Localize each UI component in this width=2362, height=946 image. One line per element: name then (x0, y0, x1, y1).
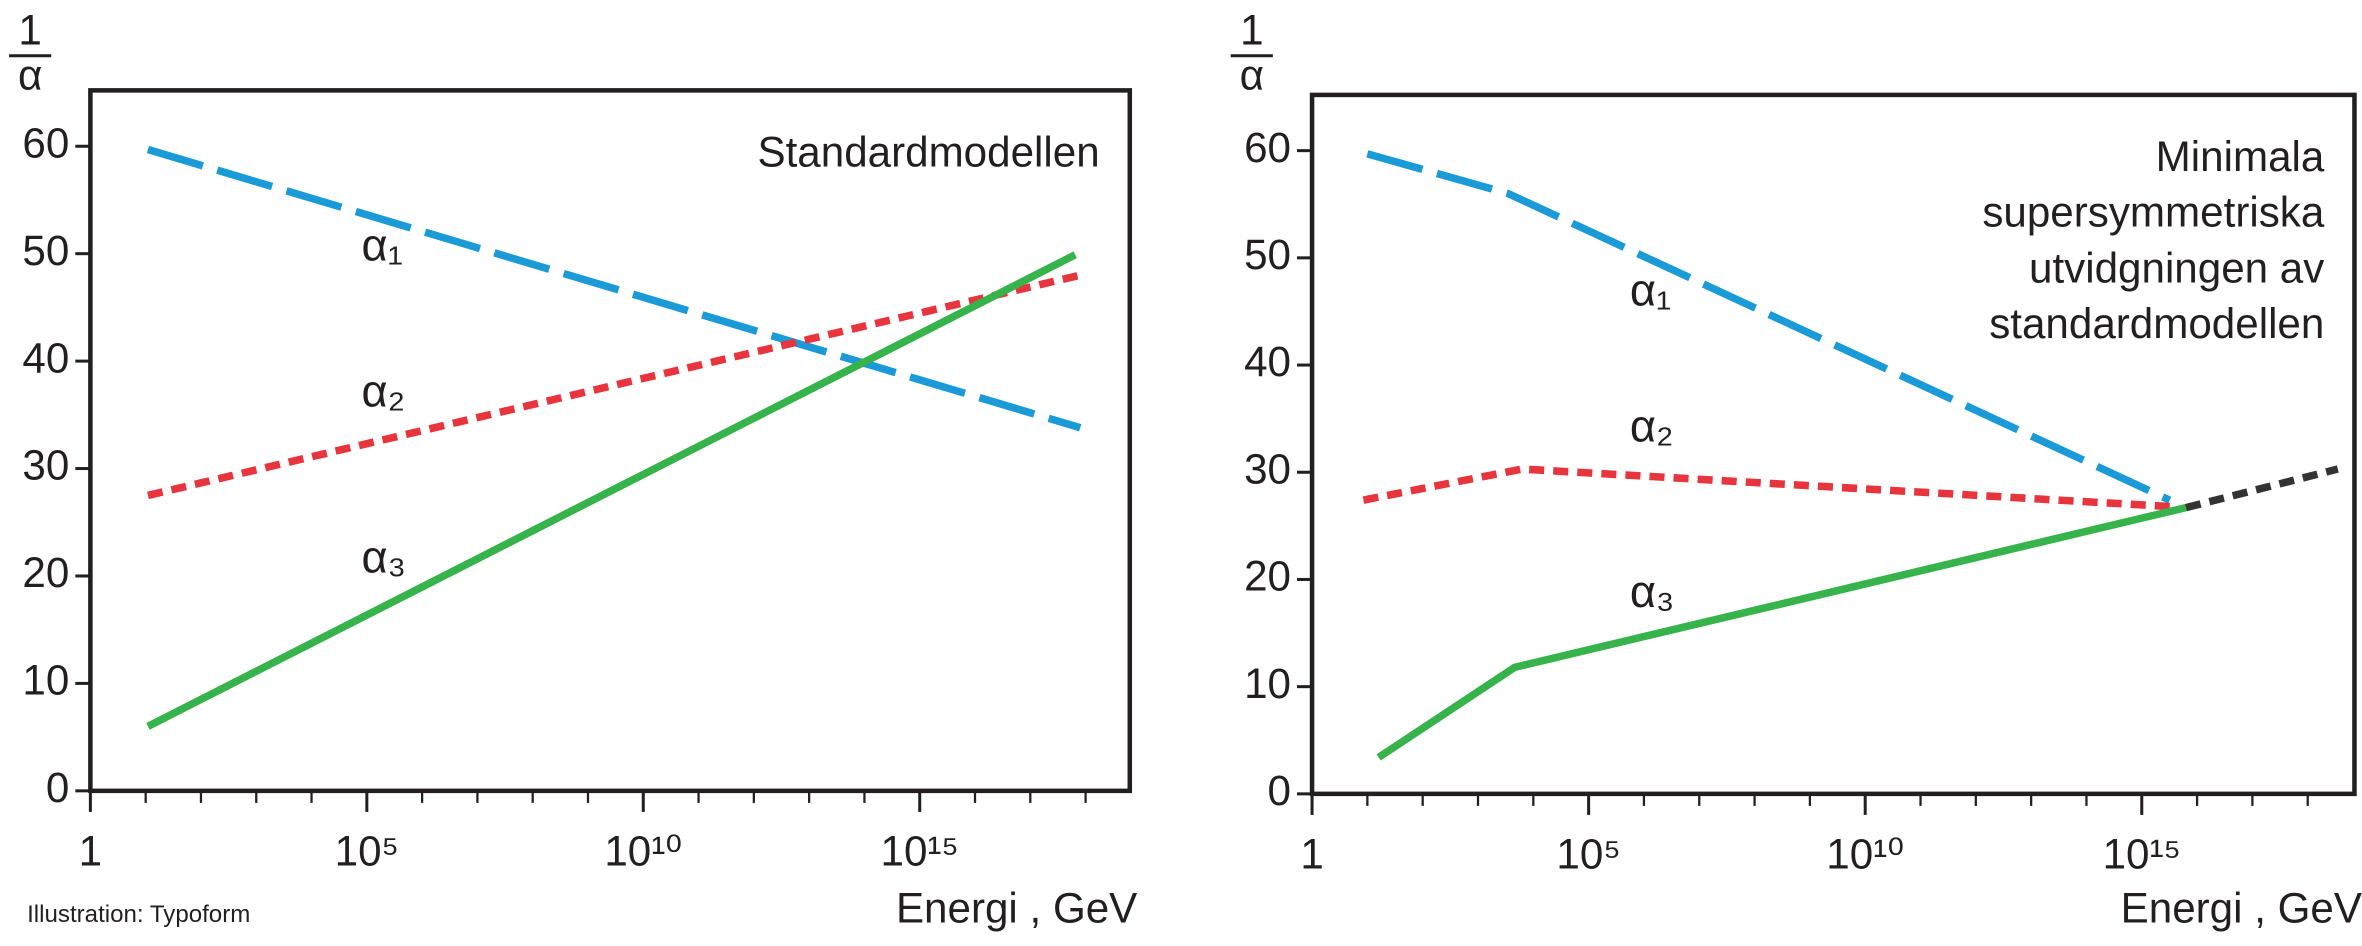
x-tick-label: 1 (1300, 830, 1323, 877)
x-tick-label: 10¹⁰ (1826, 830, 1904, 877)
series-line (146, 145, 1082, 432)
y-label-denominator: α (1240, 51, 1264, 98)
x-tick-label: 10⁵ (1556, 830, 1620, 877)
series-label: α₁ (1630, 265, 1671, 316)
x-tick-label: 10¹⁵ (881, 827, 959, 874)
y-tick-label: 50 (22, 227, 69, 274)
chart-title: standardmodellen (1989, 300, 2324, 347)
y-tick-label: 30 (1244, 445, 1291, 492)
y-tick-label: 50 (1244, 231, 1291, 278)
plot-frame (88, 88, 1133, 794)
chart-title: Minimala (2156, 133, 2325, 180)
y-tick-label: 0 (1268, 767, 1291, 814)
series-label: α₃ (362, 531, 407, 582)
plot-frame (1309, 92, 2357, 797)
series-line (147, 271, 1082, 500)
chart-title: utvidgningen av (2029, 244, 2324, 291)
series-label: α₁ (362, 219, 403, 270)
series-label: α₃ (1630, 566, 1675, 617)
y-tick-label: 60 (1244, 124, 1291, 171)
x-tick-label: 10¹⁵ (2103, 830, 2181, 877)
series-line (2185, 465, 2339, 512)
chart-title: Standardmodellen (757, 128, 1099, 175)
series-line (1366, 150, 2172, 504)
series-label: α₂ (362, 366, 406, 417)
x-tick-label: 10¹⁰ (604, 827, 682, 874)
y-tick-label: 0 (46, 764, 69, 811)
credit: Illustration: Typoform (27, 901, 250, 928)
y-tick-label: 40 (1244, 338, 1291, 385)
y-tick-label: 10 (22, 657, 69, 704)
series-line (1362, 465, 2170, 511)
x-tick-label: 1 (79, 827, 102, 874)
x-label: Energi , GeV (896, 884, 1137, 931)
y-tick-label: 40 (22, 334, 69, 381)
y-label-numerator: 1 (18, 6, 41, 53)
y-tick-label: 60 (22, 119, 69, 166)
x-label: Energi , GeV (2121, 884, 2362, 931)
y-label-numerator: 1 (1240, 6, 1263, 53)
y-tick-label: 10 (1244, 660, 1291, 707)
x-tick-label: 10⁵ (335, 827, 399, 874)
series-line (1376, 503, 2187, 761)
y-tick-label: 30 (22, 442, 69, 489)
series-label: α₂ (1630, 400, 1674, 451)
y-label-denominator: α (18, 51, 42, 98)
chart-title: supersymmetriska (1982, 189, 2325, 236)
y-tick-label: 20 (1244, 553, 1291, 600)
y-tick-label: 20 (22, 549, 69, 596)
series-line (146, 251, 1077, 730)
